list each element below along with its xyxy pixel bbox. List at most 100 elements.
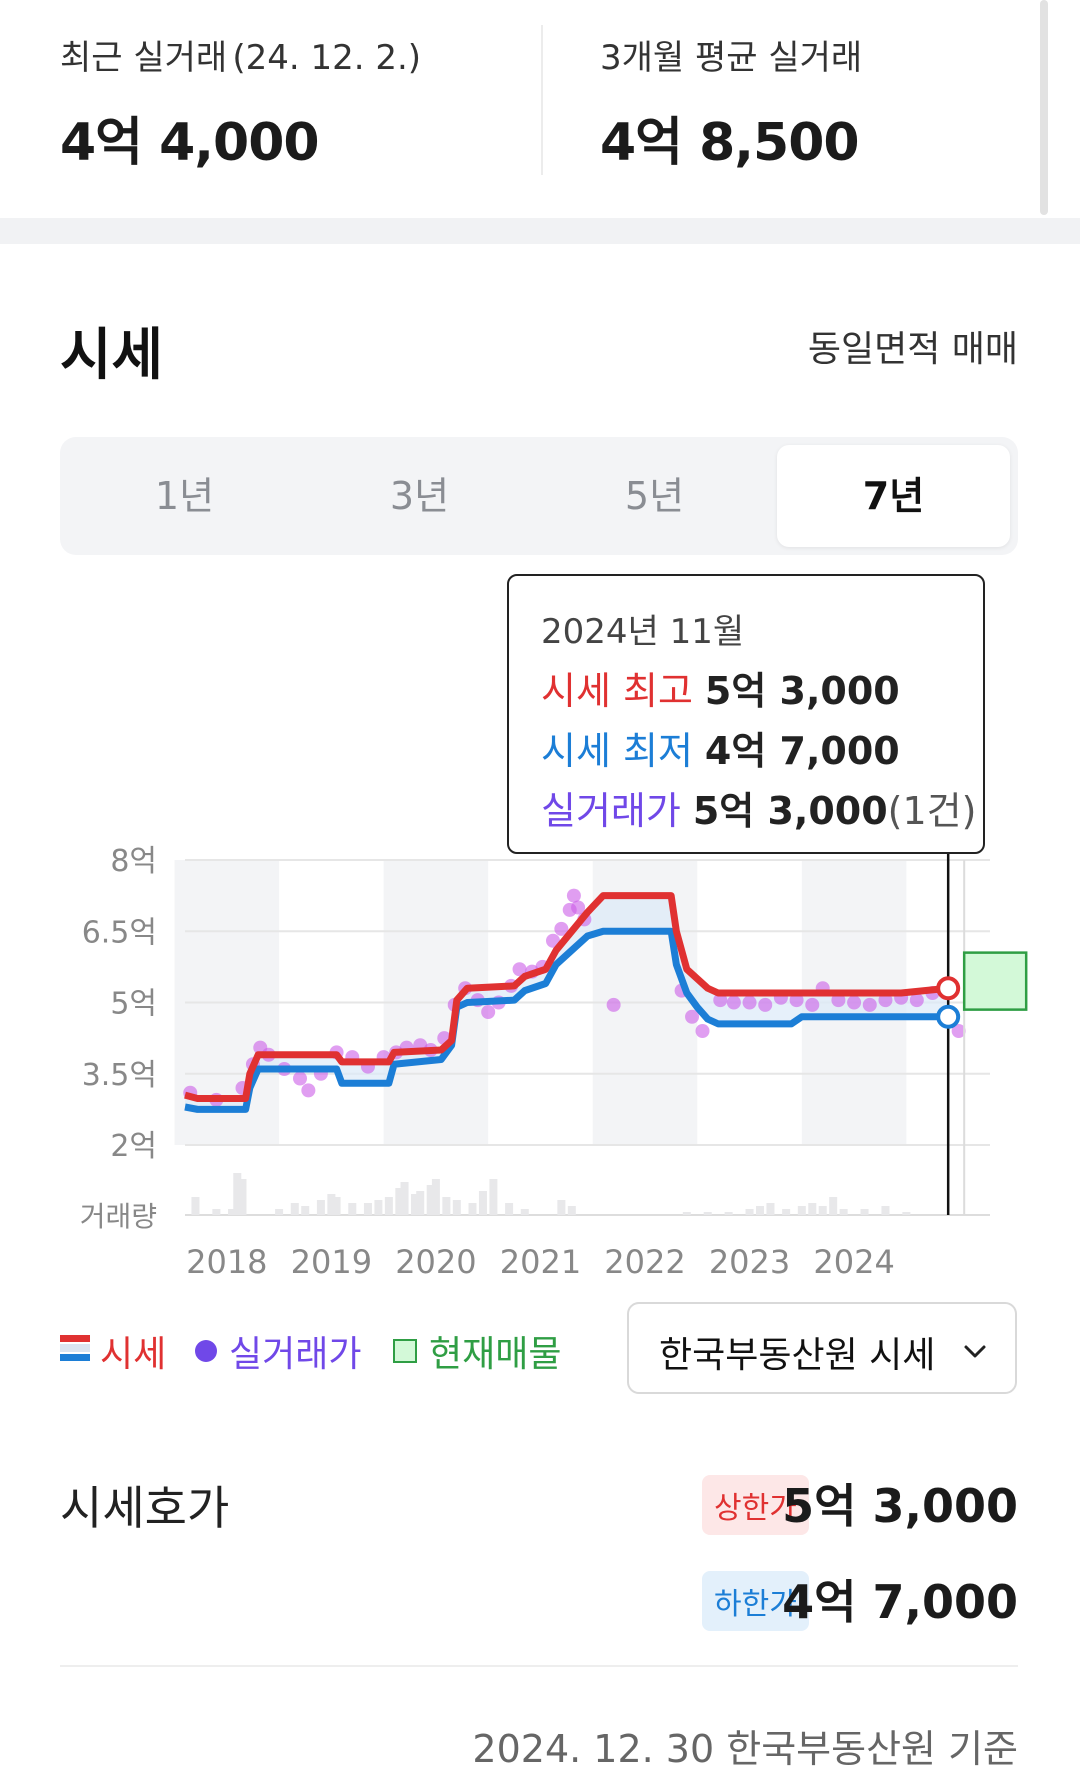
deal-point bbox=[546, 933, 560, 948]
deal-point bbox=[554, 921, 569, 936]
deal-point bbox=[481, 1005, 496, 1019]
avg-deal-label: 3개월 평균 실거래 bbox=[600, 38, 863, 78]
volume-bar bbox=[902, 1212, 911, 1215]
tooltip-deal-label: 실거래가 bbox=[541, 789, 681, 833]
deal-point bbox=[789, 993, 804, 1008]
tooltip-deal-value: 5억 3,000 bbox=[692, 789, 888, 833]
legend-price-label: 시세 bbox=[100, 1334, 167, 1375]
volume-bar bbox=[745, 1209, 754, 1215]
volume-bar bbox=[374, 1200, 383, 1215]
upper-limit-value: 5억 3,000 bbox=[782, 1479, 1018, 1533]
period-tabs: 1년 3년 5년 7년 bbox=[60, 437, 1018, 555]
range-title: 시세호가 bbox=[60, 1481, 230, 1535]
volume-bar bbox=[212, 1209, 221, 1215]
volume-bar bbox=[756, 1206, 764, 1215]
tooltip-deal-row: 실거래가 5억 3,000(1건) bbox=[541, 780, 976, 835]
x-tick-label: 2022 bbox=[604, 1243, 685, 1280]
tab-1year[interactable]: 1년 bbox=[154, 474, 215, 518]
volume-axis-label: 거래량 bbox=[80, 1200, 157, 1233]
scrollbar[interactable] bbox=[1040, 0, 1048, 215]
price-low-line bbox=[184, 927, 949, 1113]
deal-point bbox=[951, 1024, 966, 1038]
volume-bar bbox=[468, 1203, 477, 1215]
legend-deal-label: 실거래가 bbox=[229, 1334, 362, 1375]
volume-bar bbox=[400, 1182, 409, 1215]
y-tick-label: 8억 bbox=[110, 844, 157, 879]
tooltip-high-row: 시세 최고 5억 3,000 bbox=[541, 660, 900, 715]
current-high-point bbox=[936, 976, 961, 1001]
deal-point bbox=[847, 995, 862, 1010]
tooltip-high-label: 시세 최고 bbox=[541, 669, 693, 713]
deal-point bbox=[862, 997, 877, 1012]
tab-7year[interactable]: 7년 bbox=[777, 445, 1010, 547]
volume-bar bbox=[395, 1188, 404, 1215]
deal-point bbox=[606, 997, 621, 1012]
deal-point bbox=[713, 993, 728, 1008]
chart-tooltip: 2024년 11월 시세 최고 5억 3,000 시세 최저 4억 7,000 실거… bbox=[507, 574, 985, 854]
volume-bar bbox=[808, 1203, 817, 1215]
volume-bar bbox=[818, 1206, 827, 1215]
price-source-value: 한국부동산원 시세 bbox=[659, 1335, 936, 1376]
volume-bar bbox=[782, 1209, 791, 1215]
recent-deal-date: (24. 12. 2.) bbox=[232, 38, 422, 78]
divider bbox=[60, 1665, 1018, 1667]
volume-bar bbox=[191, 1197, 200, 1215]
volume-bar bbox=[384, 1197, 393, 1215]
legend-price: 시세 bbox=[60, 1325, 166, 1377]
deal-point bbox=[742, 995, 757, 1010]
tooltip-low-label: 시세 최저 bbox=[541, 729, 693, 773]
tab-3year[interactable]: 3년 bbox=[389, 474, 450, 518]
tooltip-low-row: 시세 최저 4억 7,000 bbox=[541, 720, 900, 775]
deal-point bbox=[695, 1024, 710, 1038]
volume-bar bbox=[332, 1197, 341, 1215]
volume-bar bbox=[505, 1203, 514, 1215]
deal-point bbox=[571, 900, 586, 915]
volume-bar bbox=[426, 1185, 435, 1215]
legend-listing-label: 현재매물 bbox=[429, 1334, 562, 1375]
deal-point bbox=[301, 1083, 316, 1098]
volume-bar bbox=[275, 1209, 284, 1215]
recent-deal-label-text: 최근 실거래 bbox=[60, 38, 228, 78]
deal-point bbox=[685, 1009, 700, 1024]
price-high-line bbox=[184, 892, 949, 1102]
volume-bar bbox=[489, 1179, 498, 1215]
x-tick-label: 2018 bbox=[186, 1243, 267, 1280]
volume-bar bbox=[452, 1200, 461, 1215]
volume-bar bbox=[442, 1197, 451, 1215]
basis-note: 2024. 12. 30 한국부동산원 기준 bbox=[472, 1727, 1018, 1771]
deal-point bbox=[726, 995, 741, 1010]
deal-point bbox=[293, 1071, 307, 1086]
y-tick-label: 6.5억 bbox=[82, 915, 157, 950]
chevron-down-icon bbox=[961, 1334, 989, 1375]
volume-bar bbox=[327, 1194, 336, 1215]
x-tick-label: 2019 bbox=[291, 1243, 372, 1280]
volume-bar bbox=[520, 1209, 529, 1215]
deal-point bbox=[909, 993, 924, 1008]
avg-deal-value: 4억 8,500 bbox=[600, 113, 860, 173]
upper-limit-badge: 상한가 bbox=[702, 1475, 809, 1535]
volume-bar bbox=[290, 1203, 299, 1215]
deal-point bbox=[878, 993, 893, 1008]
volume-bar bbox=[301, 1206, 310, 1215]
volume-bar bbox=[766, 1203, 775, 1215]
price-source-select[interactable]: 한국부동산원 시세 bbox=[627, 1302, 1017, 1394]
tooltip-high-value: 5억 3,000 bbox=[704, 669, 900, 713]
current-low-point bbox=[936, 1004, 961, 1029]
volume-bar bbox=[839, 1209, 848, 1215]
recent-deal-value: 4억 4,000 bbox=[60, 113, 320, 173]
area-filter-label[interactable]: 동일면적 매매 bbox=[807, 329, 1018, 370]
volume-bar bbox=[228, 1209, 237, 1215]
lower-limit-badge: 하한가 bbox=[702, 1571, 809, 1631]
y-tick-label: 2억 bbox=[110, 1129, 157, 1164]
volume-bar bbox=[411, 1194, 419, 1215]
volume-bar bbox=[797, 1206, 806, 1215]
deal-point bbox=[566, 888, 581, 903]
volume-bar bbox=[703, 1212, 712, 1215]
y-tick-label: 5억 bbox=[110, 987, 157, 1022]
deal-point bbox=[512, 962, 527, 977]
deal-dot-icon bbox=[195, 1340, 217, 1362]
tab-5year[interactable]: 5년 bbox=[624, 474, 685, 518]
section-separator bbox=[0, 218, 1080, 244]
deal-point bbox=[831, 993, 846, 1008]
